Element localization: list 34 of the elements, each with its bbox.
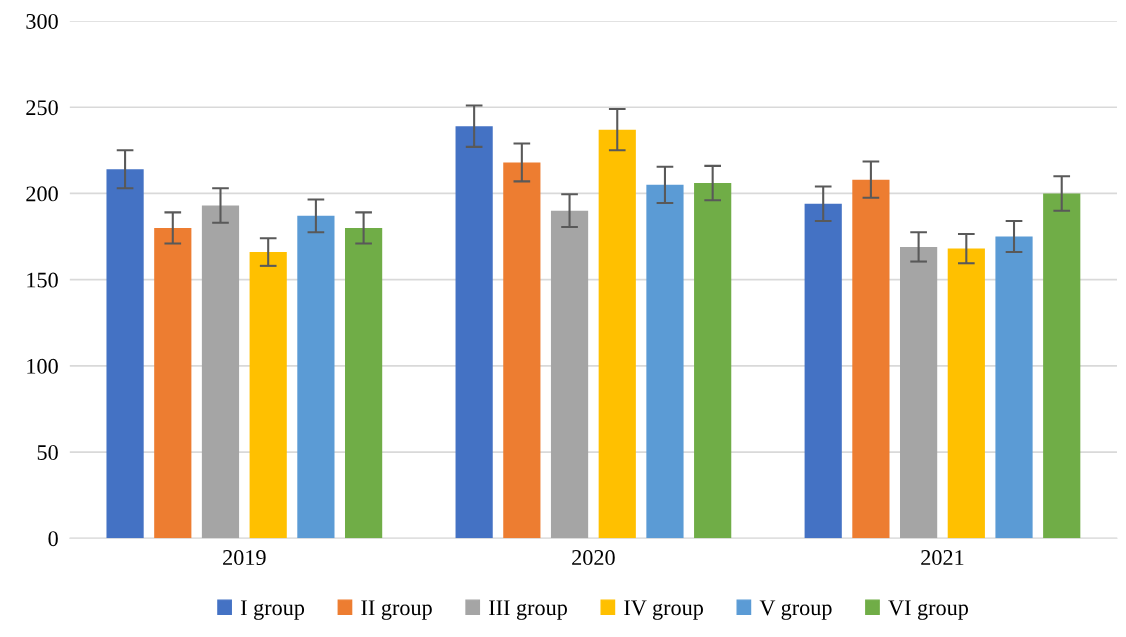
legend-label: II group [361, 600, 432, 620]
bar [249, 252, 287, 539]
bar [154, 227, 192, 539]
bar [598, 129, 636, 539]
bar [646, 184, 684, 539]
legend-label: IV group [624, 600, 703, 620]
bar [694, 183, 732, 539]
x-tick-label: 2020 [572, 550, 615, 566]
y-tick-label: 200 [26, 186, 58, 202]
y-tick-label: 150 [27, 272, 58, 288]
bar [455, 126, 493, 539]
legend-label: I group [240, 600, 305, 620]
bar [503, 162, 541, 539]
y-tick-label: 100 [27, 358, 58, 374]
bar [1043, 193, 1081, 539]
y-tick-label: 0 [48, 531, 58, 547]
bar [201, 205, 240, 539]
y-tick-label: 300 [26, 13, 58, 29]
y-tick-label: 250 [26, 100, 58, 116]
bar [345, 227, 383, 539]
legend-label: V group [759, 600, 832, 620]
y-tick-label: 50 [37, 444, 58, 460]
x-tick-label: 2021 [921, 550, 964, 566]
bar [947, 248, 985, 539]
bar [804, 203, 842, 539]
bar [900, 246, 938, 539]
bar [550, 210, 589, 539]
bar [106, 169, 144, 539]
legend-label: III group [489, 600, 567, 620]
bar [297, 215, 335, 539]
bar [995, 236, 1033, 539]
bar [852, 179, 890, 539]
legend-label: VI group [888, 600, 969, 620]
x-tick-label: 2019 [223, 550, 266, 566]
